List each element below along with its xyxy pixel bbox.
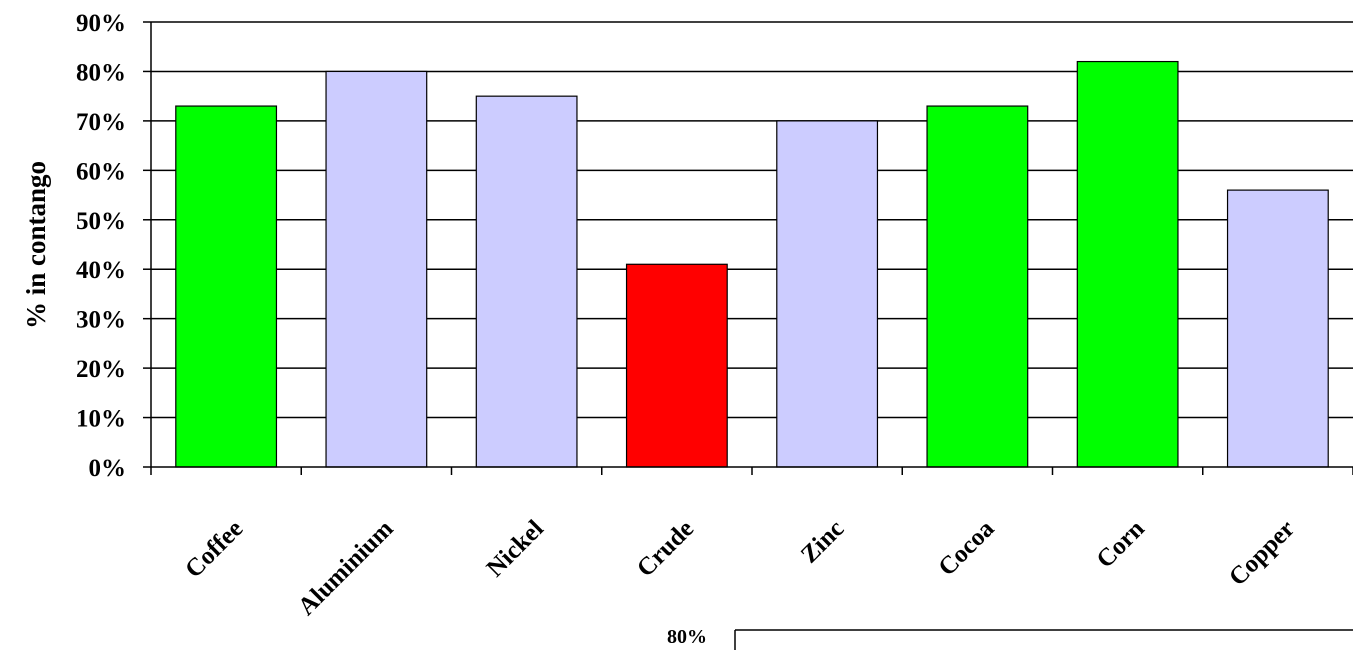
y-tick-label: 70% xyxy=(76,109,126,136)
y-tick-label: 80% xyxy=(76,59,126,86)
bar-cocoa xyxy=(926,105,1029,468)
axes xyxy=(143,21,1353,475)
y-tick-label: 60% xyxy=(76,158,126,185)
bar-crude xyxy=(625,263,728,468)
bars xyxy=(175,60,1329,468)
bar-coffee xyxy=(175,105,278,468)
y-tick-label: 90% xyxy=(76,10,126,37)
bar-copper xyxy=(1226,189,1329,468)
y-tick-label: 0% xyxy=(89,455,127,482)
bar-nickel xyxy=(475,95,578,468)
y-tick-label: 20% xyxy=(76,356,126,383)
y-axis-title: % in contango xyxy=(21,161,51,329)
bar-corn xyxy=(1076,60,1179,468)
bar-aluminium xyxy=(325,70,428,468)
y-tick-labels: 0% 10% 20% 30% 40% 50% 60% 70% 80% 90% xyxy=(76,10,126,482)
inset-y-tick-label: 80% xyxy=(667,626,707,648)
y-tick-label: 50% xyxy=(76,208,126,235)
y-tick-label: 30% xyxy=(76,307,126,334)
y-tick-label: 40% xyxy=(76,257,126,284)
y-tick-label: 10% xyxy=(76,406,126,433)
bar-zinc xyxy=(776,120,879,468)
inset-chart-fragment: 80% xyxy=(667,626,1353,650)
